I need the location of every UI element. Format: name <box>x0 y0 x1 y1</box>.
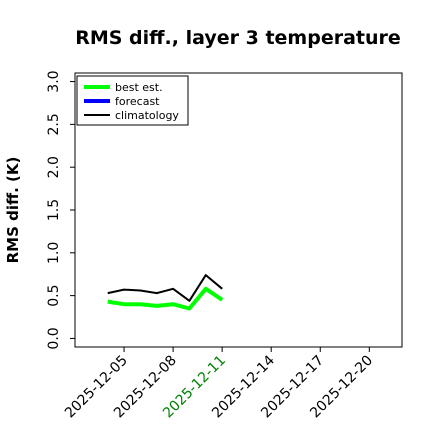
series-climatology <box>107 274 223 302</box>
y-tick-label: 3.0 <box>46 70 62 92</box>
y-tick-label: 2.5 <box>46 113 62 135</box>
x-axis: 2025-12-052025-12-082025-12-112025-12-14… <box>62 347 376 421</box>
y-tick-label: 0.0 <box>46 327 62 349</box>
y-tick-label: 1.0 <box>46 242 62 264</box>
series-group <box>107 274 224 311</box>
legend: best est. forecast climatology <box>76 75 189 126</box>
legend-label-climatology: climatology <box>115 109 179 122</box>
y-tick-label: 1.5 <box>46 199 62 221</box>
y-tick-label: 0.5 <box>46 284 62 306</box>
chart-title: RMS diff., layer 3 temperature <box>75 27 401 49</box>
y-axis-label: RMS diff. (K) <box>4 157 22 264</box>
legend-label-forecast: forecast <box>115 95 160 108</box>
y-tick-label: 2.0 <box>46 156 62 178</box>
series-best-est <box>107 286 224 311</box>
y-axis: 0.0 0.5 1.0 1.5 2.0 2.5 3.0 <box>46 70 75 350</box>
legend-label-best-est: best est. <box>115 81 163 94</box>
